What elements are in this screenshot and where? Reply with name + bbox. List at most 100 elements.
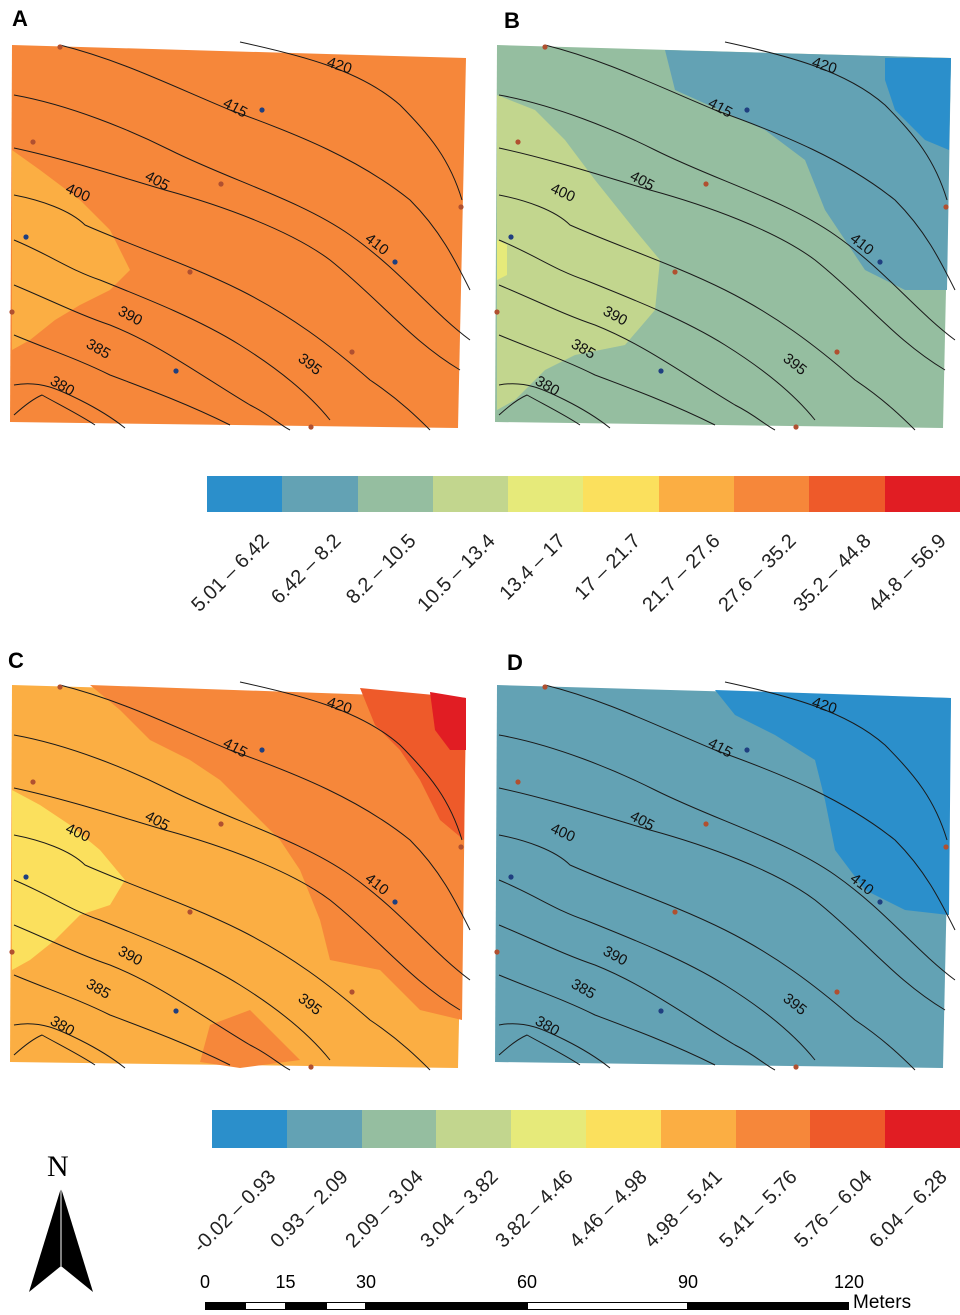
sample-point [308, 424, 313, 429]
legend-color-bar-bottom [212, 1110, 960, 1148]
legend-labels-bottom: -0.02 – 0.93 0.93 – 2.09 2.09 – 3.04 3.04 –… [212, 1166, 960, 1276]
legend-swatch [736, 1110, 811, 1148]
sample-point [458, 204, 463, 209]
legend-swatch [287, 1110, 362, 1148]
sample-point [744, 747, 749, 752]
legend-swatch [207, 476, 282, 512]
sample-point [877, 899, 882, 904]
sample-point [494, 309, 499, 314]
legend-label: 8.2 – 10.5 [342, 530, 421, 609]
legend-swatch [433, 476, 508, 512]
legend-swatch [583, 476, 658, 512]
scale-segment [688, 1302, 849, 1310]
legend-label: 3.82 – 4.46 [491, 1166, 578, 1253]
north-label: N [47, 1150, 69, 1184]
legend-swatch [511, 1110, 586, 1148]
legend-swatch [659, 476, 734, 512]
sample-point [508, 234, 513, 239]
legend-color-bar-top [207, 476, 960, 512]
sample-point [744, 107, 749, 112]
legend-swatch [734, 476, 809, 512]
legend-label: 35.2 – 44.8 [789, 530, 876, 617]
scale-tick-label: 60 [517, 1272, 537, 1293]
legend-label: 4.98 – 5.41 [640, 1166, 727, 1253]
sample-point [218, 181, 223, 186]
legend-label: 5.76 – 6.04 [790, 1166, 877, 1253]
sample-point [349, 349, 354, 354]
sample-point [392, 899, 397, 904]
sample-point [515, 779, 520, 784]
legend-swatch [885, 476, 960, 512]
legend-labels-top: 5.01 – 6.42 6.42 – 8.2 8.2 – 10.5 10.5 – 13… [207, 530, 960, 640]
legend-label: 5.01 – 6.42 [187, 530, 274, 617]
scale-bar: Meters 0 15 30 60 90 120 [180, 1272, 940, 1312]
sample-point [793, 1064, 798, 1069]
sample-point [877, 259, 882, 264]
scale-segment [366, 1302, 527, 1310]
legend-label: 21.7 – 27.6 [639, 530, 726, 617]
legend-label: 3.04 – 3.82 [416, 1166, 503, 1253]
sample-point [658, 1008, 663, 1013]
sample-point [834, 989, 839, 994]
sample-point [173, 1008, 178, 1013]
scale-segment [245, 1302, 285, 1310]
scale-tick-label: 15 [275, 1272, 295, 1293]
sample-point [187, 269, 192, 274]
north-arrow: N [25, 1150, 97, 1295]
scale-tick-label: 30 [356, 1272, 376, 1293]
sample-point [9, 949, 14, 954]
sample-point [458, 844, 463, 849]
legend-label: 13.4 – 17 [495, 530, 570, 605]
scale-segment [286, 1302, 326, 1310]
sample-point [494, 949, 499, 954]
legend-label: 10.5 – 13.4 [413, 530, 500, 617]
legend-swatch [661, 1110, 736, 1148]
sample-point [542, 684, 547, 689]
sample-point [30, 779, 35, 784]
legend-label: 27.6 – 35.2 [714, 530, 801, 617]
sample-point [392, 259, 397, 264]
legend-swatch [810, 1110, 885, 1148]
region-zone [497, 240, 507, 280]
scale-segment [326, 1302, 366, 1310]
legend-label: 2.09 – 3.04 [341, 1166, 428, 1253]
sample-point [672, 269, 677, 274]
legend-swatch [362, 1110, 437, 1148]
sample-point [542, 44, 547, 49]
legend-label: -0.02 – 0.93 [189, 1166, 281, 1258]
north-arrow-icon [25, 1188, 97, 1298]
scale-units: Meters [853, 1292, 911, 1314]
legend-label: 6.42 – 8.2 [267, 530, 346, 609]
scale-segment [205, 1302, 245, 1310]
scale-segment [527, 1302, 688, 1310]
sample-point [515, 139, 520, 144]
legend-swatch [282, 476, 357, 512]
legend-label: 5.41 – 5.76 [715, 1166, 802, 1253]
legend-label: 44.8 – 56.9 [865, 530, 952, 617]
sample-point [259, 107, 264, 112]
scale-tick-label: 90 [678, 1272, 698, 1293]
scale-tick-label: 120 [834, 1272, 864, 1293]
legend-label: 6.04 – 6.28 [865, 1166, 952, 1253]
legend-swatch [809, 476, 884, 512]
sample-point [9, 309, 14, 314]
scale-tick-label: 0 [200, 1272, 210, 1293]
legend-swatch [885, 1110, 960, 1148]
sample-point [57, 684, 62, 689]
sample-point [508, 874, 513, 879]
legend-swatch [508, 476, 583, 512]
sample-point [259, 747, 264, 752]
sample-point [57, 44, 62, 49]
sample-point [672, 909, 677, 914]
sample-point [658, 368, 663, 373]
legend-swatch [586, 1110, 661, 1148]
sample-point [943, 204, 948, 209]
legend-label: 4.46 – 4.98 [566, 1166, 653, 1253]
sample-point [349, 989, 354, 994]
sample-point [23, 234, 28, 239]
sample-point [793, 424, 798, 429]
